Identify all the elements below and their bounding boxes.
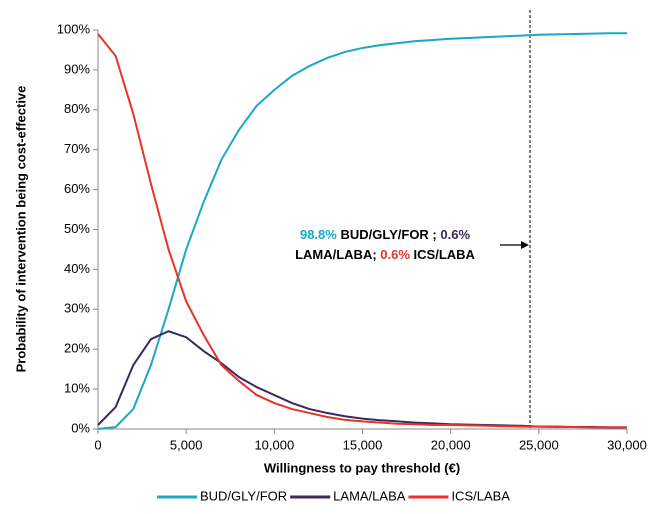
series-line	[97, 330, 627, 429]
y-tick-label: 60%	[64, 181, 90, 196]
y-tick-label: 70%	[64, 141, 90, 156]
y-tick-label: 100%	[57, 21, 91, 36]
x-tick-label: 25,000	[519, 437, 559, 452]
annotation-part: 0.6%	[380, 247, 410, 262]
arrow-head	[521, 241, 530, 249]
y-tick-label: 20%	[64, 341, 90, 356]
annotation-part: BUD/GLY/FOR ;	[337, 227, 441, 242]
annotation-part: 98.8%	[300, 227, 337, 242]
legend-label: LAMA/LABA	[333, 488, 406, 503]
annotation: 98.8% BUD/GLY/FOR ; 0.6%	[300, 227, 470, 242]
y-tick-label: 10%	[64, 381, 90, 396]
legend-label: ICS/LABA	[451, 488, 510, 503]
series-line	[97, 33, 627, 429]
x-tick-label: 10,000	[254, 437, 294, 452]
x-tick-label: 0	[94, 437, 101, 452]
annotation-part: 0.6%	[440, 227, 470, 242]
x-axis-title: Willingness to pay threshold (€)	[264, 460, 460, 475]
x-tick-label: 20,000	[431, 437, 471, 452]
y-tick-label: 90%	[64, 61, 90, 76]
y-tick-label: 40%	[64, 261, 90, 276]
annotation: LAMA/LABA; 0.6% ICS/LABA	[295, 247, 475, 262]
legend-label: BUD/GLY/FOR	[200, 488, 287, 503]
series-line	[97, 32, 627, 430]
y-tick-label: 30%	[64, 301, 90, 316]
y-axis-title: Probability of intervention being cost-e…	[13, 86, 28, 373]
y-tick-label: 0%	[71, 420, 90, 435]
x-tick-label: 5,000	[170, 437, 203, 452]
x-tick-label: 15,000	[343, 437, 383, 452]
x-tick-label: 30,000	[607, 437, 647, 452]
y-tick-label: 50%	[64, 221, 90, 236]
y-tick-label: 80%	[64, 101, 90, 116]
annotation-part: ICS/LABA	[410, 247, 476, 262]
annotation-part: LAMA/LABA;	[295, 247, 380, 262]
